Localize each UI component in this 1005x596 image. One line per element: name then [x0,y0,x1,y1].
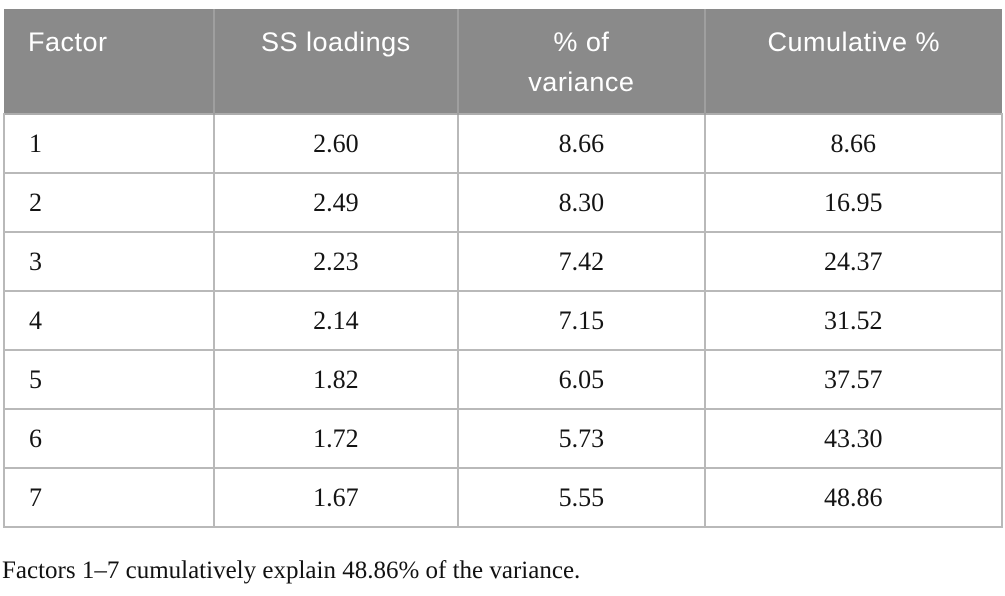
cell-pct-variance: 6.05 [457,349,706,410]
cell-pct-variance: 5.73 [457,408,706,469]
cell-factor: 4 [3,290,215,351]
table-row: 6 1.72 5.73 43.30 [3,408,1004,469]
cell-factor: 1 [3,113,215,174]
table-body: 1 2.60 8.66 8.66 2 2.49 8.30 16.95 3 2.2… [3,113,1004,528]
table-footnote: Factors 1–7 cumulatively explain 48.86% … [2,557,581,584]
cell-cumulative-pct: 43.30 [703,408,1004,469]
table-row: 5 1.82 6.05 37.57 [3,349,1004,410]
variance-table: Factor SS loadings % of variance Cumulat… [3,9,1004,528]
cell-factor: 2 [3,172,215,233]
table-row: 2 2.49 8.30 16.95 [3,172,1004,233]
cell-pct-variance: 7.15 [457,290,706,351]
cell-cumulative-pct: 8.66 [703,113,1004,174]
column-header-ss-loadings: SS loadings [213,9,460,114]
table-row: 3 2.23 7.42 24.37 [3,231,1004,292]
cell-ss-loadings: 1.82 [212,349,460,410]
cell-cumulative-pct: 16.95 [703,172,1004,233]
cell-cumulative-pct: 31.52 [703,290,1004,351]
column-header-factor: Factor [4,9,215,114]
cell-pct-variance: 5.55 [457,467,706,528]
cell-ss-loadings: 1.72 [212,408,460,469]
cell-cumulative-pct: 24.37 [703,231,1004,292]
column-header-cumulative-pct: Cumulative % [704,9,1002,114]
cell-cumulative-pct: 37.57 [703,349,1004,410]
cell-ss-loadings: 2.60 [212,113,460,174]
table-header: Factor SS loadings % of variance Cumulat… [4,9,1002,114]
table-row: 4 2.14 7.15 31.52 [3,290,1004,351]
cell-factor: 5 [3,349,215,410]
cell-pct-variance: 7.42 [457,231,706,292]
cell-ss-loadings: 2.14 [212,290,460,351]
table-row: 7 1.67 5.55 48.86 [3,467,1004,528]
cell-pct-variance: 8.66 [457,113,706,174]
cell-ss-loadings: 2.23 [212,231,460,292]
table-row: 1 2.60 8.66 8.66 [3,113,1004,174]
cell-ss-loadings: 2.49 [212,172,460,233]
cell-ss-loadings: 1.67 [212,467,460,528]
cell-pct-variance: 8.30 [457,172,706,233]
cell-factor: 6 [3,408,215,469]
cell-factor: 7 [3,467,215,528]
column-header-pct-variance: % of variance [458,9,706,114]
cell-cumulative-pct: 48.86 [703,467,1004,528]
header-row: Factor SS loadings % of variance Cumulat… [4,9,1002,114]
cell-factor: 3 [3,231,215,292]
